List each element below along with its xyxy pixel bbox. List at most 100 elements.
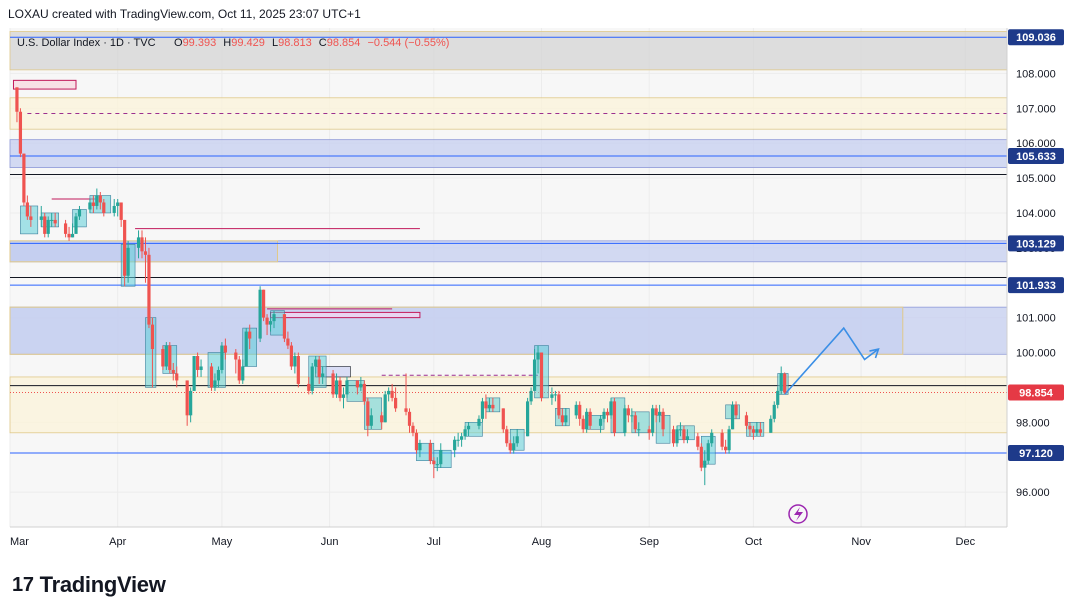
candle[interactable] — [195, 352, 200, 377]
candle[interactable] — [341, 387, 346, 409]
candle[interactable] — [237, 356, 241, 384]
candle[interactable] — [171, 362, 175, 381]
candle[interactable] — [289, 342, 293, 370]
candle[interactable] — [355, 380, 359, 395]
candle[interactable] — [265, 314, 269, 336]
candle[interactable] — [241, 359, 245, 384]
candle[interactable] — [234, 349, 238, 374]
candle[interactable] — [710, 429, 714, 447]
candle[interactable] — [605, 408, 610, 423]
candle[interactable] — [199, 359, 203, 377]
candle[interactable] — [658, 404, 662, 423]
candle[interactable] — [293, 352, 297, 374]
candle[interactable] — [720, 429, 724, 451]
candle[interactable] — [248, 324, 252, 350]
tradingview-logo[interactable]: 17 TradingView — [12, 572, 166, 598]
candle[interactable] — [751, 425, 756, 440]
candle[interactable] — [192, 356, 196, 391]
candle[interactable] — [453, 436, 457, 458]
candle[interactable] — [553, 390, 557, 402]
candle[interactable] — [439, 443, 443, 468]
candle[interactable] — [338, 376, 342, 402]
candle[interactable] — [112, 198, 116, 217]
candle[interactable] — [536, 345, 540, 374]
candle[interactable] — [779, 366, 783, 395]
candle[interactable] — [331, 369, 335, 398]
candle[interactable] — [314, 356, 318, 374]
candle[interactable] — [126, 240, 130, 283]
candle[interactable] — [706, 439, 710, 465]
candle[interactable] — [258, 286, 262, 343]
candle[interactable] — [654, 404, 658, 423]
candle[interactable] — [755, 422, 759, 437]
candle[interactable] — [560, 408, 564, 426]
candle[interactable] — [116, 198, 120, 217]
candle[interactable] — [432, 457, 436, 479]
candle[interactable] — [369, 408, 373, 430]
candle[interactable] — [387, 387, 391, 402]
candle[interactable] — [682, 425, 686, 444]
candle[interactable] — [74, 212, 78, 234]
candle[interactable] — [501, 408, 505, 433]
candle[interactable] — [609, 397, 613, 419]
candle[interactable] — [140, 230, 144, 259]
candle[interactable] — [380, 411, 384, 430]
candle[interactable] — [487, 397, 491, 412]
candle[interactable] — [685, 429, 690, 444]
candle[interactable] — [418, 439, 422, 458]
candle[interactable] — [63, 219, 68, 238]
candle[interactable] — [696, 432, 700, 451]
candle[interactable] — [119, 202, 123, 227]
candle[interactable] — [18, 108, 23, 158]
candle[interactable] — [362, 380, 366, 405]
candle[interactable] — [598, 415, 603, 433]
candle[interactable] — [526, 397, 530, 437]
candle[interactable] — [43, 212, 47, 238]
candle[interactable] — [435, 457, 439, 472]
lightning-icon[interactable] — [788, 504, 808, 524]
candle[interactable] — [359, 376, 363, 391]
candle[interactable] — [286, 331, 290, 350]
candle[interactable] — [578, 401, 582, 426]
candle[interactable] — [623, 404, 627, 437]
candle[interactable] — [390, 383, 394, 402]
candle[interactable] — [557, 390, 561, 419]
price-chart[interactable]: 96.00098.000100.000101.000103.000104.000… — [0, 0, 1080, 560]
candle[interactable] — [39, 205, 43, 227]
candle[interactable] — [671, 425, 676, 447]
candle[interactable] — [612, 397, 617, 437]
candle[interactable] — [428, 439, 432, 465]
candle[interactable] — [633, 411, 637, 433]
candle[interactable] — [393, 387, 398, 412]
candle[interactable] — [651, 404, 655, 437]
candle[interactable] — [630, 408, 634, 423]
candle[interactable] — [168, 342, 172, 374]
candle[interactable] — [407, 408, 412, 433]
candle[interactable] — [491, 397, 495, 412]
candle[interactable] — [70, 223, 75, 238]
candle[interactable] — [29, 205, 33, 227]
candle[interactable] — [414, 429, 419, 454]
candle[interactable] — [98, 192, 102, 210]
candle[interactable] — [150, 317, 155, 388]
candle[interactable] — [77, 205, 82, 220]
candle[interactable] — [404, 373, 408, 416]
candle[interactable] — [147, 247, 151, 329]
candle[interactable] — [460, 432, 464, 447]
candle[interactable] — [512, 436, 516, 454]
candle[interactable] — [744, 411, 749, 430]
candle[interactable] — [282, 314, 287, 343]
candle[interactable] — [216, 366, 221, 388]
candle[interactable] — [477, 415, 481, 430]
candle[interactable] — [411, 422, 415, 437]
candle[interactable] — [25, 195, 29, 220]
candle[interactable] — [574, 401, 578, 419]
candle[interactable] — [161, 345, 165, 370]
candle[interactable] — [317, 356, 321, 384]
candle[interactable] — [296, 352, 300, 388]
candle[interactable] — [505, 425, 509, 447]
candle[interactable] — [529, 387, 533, 405]
candle[interactable] — [484, 394, 488, 419]
candle[interactable] — [189, 387, 193, 423]
candle[interactable] — [268, 317, 273, 332]
